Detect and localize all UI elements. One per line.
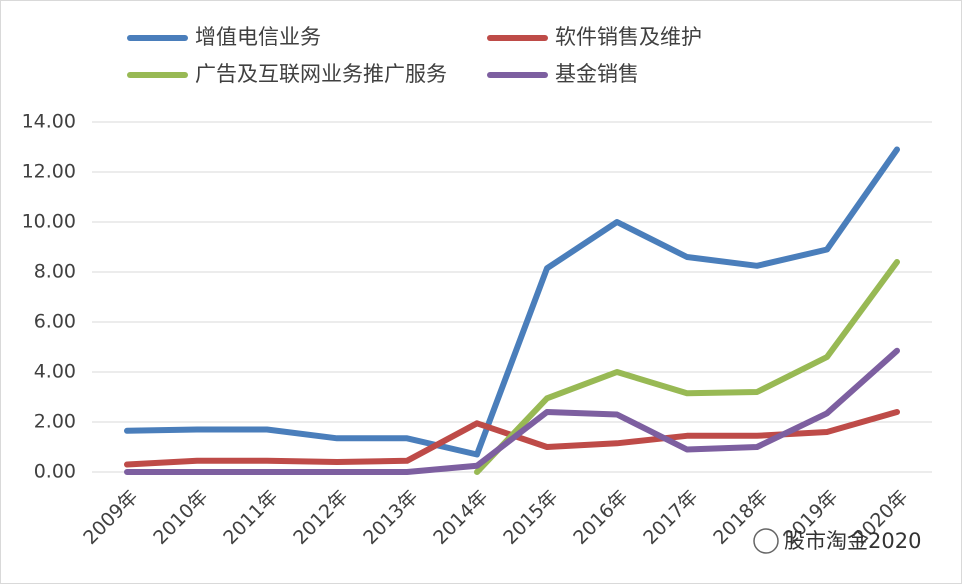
legend-label: 广告及互联网业务推广服务 [195,62,447,86]
y-tick-label: 14.00 [22,111,76,133]
series-line [474,259,900,475]
series-line [124,146,900,458]
y-tick-label: 8.00 [34,261,76,283]
y-tick-label: 10.00 [22,211,76,233]
series-line [124,347,900,475]
watermark: 股市淘金2020 [784,529,921,553]
y-tick-label: 4.00 [34,361,76,383]
legend-label: 基金销售 [555,62,639,86]
legend-label: 软件销售及维护 [555,25,702,49]
y-tick-label: 0.00 [34,461,76,483]
y-tick-label: 6.00 [34,311,76,333]
watermark-icon [753,528,779,554]
legend-label: 增值电信业务 [195,25,321,49]
y-tick-label: 12.00 [22,161,76,183]
y-tick-label: 2.00 [34,411,76,433]
watermark-group: 股市淘金2020 [753,528,921,554]
